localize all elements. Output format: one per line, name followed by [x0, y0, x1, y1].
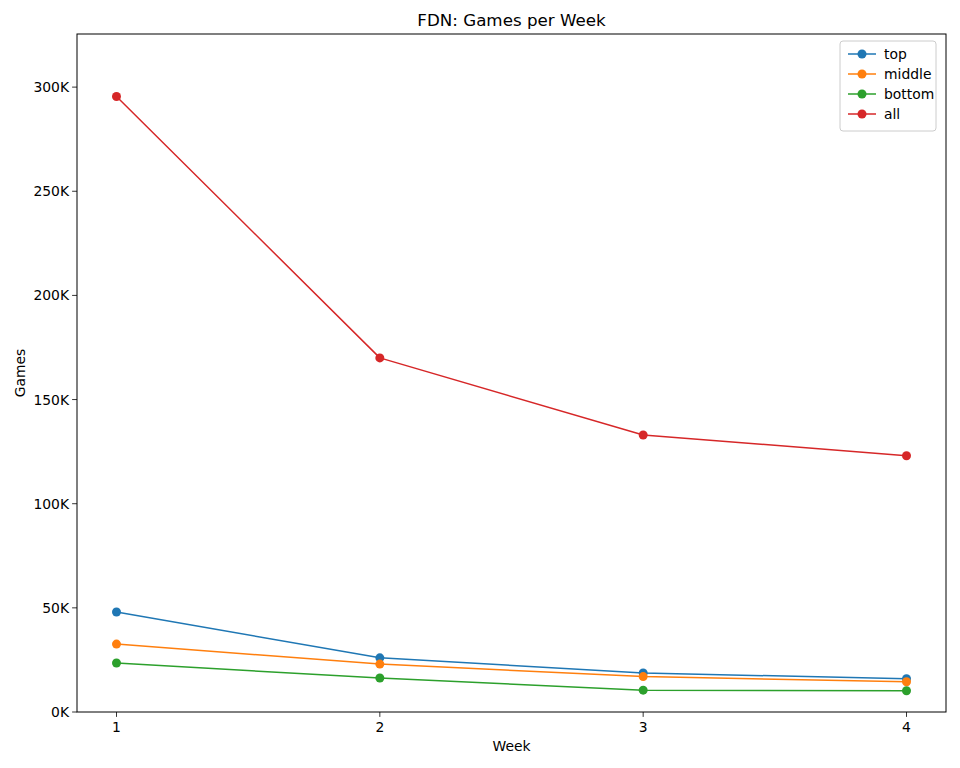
y-tick [72, 87, 77, 88]
y-tick [72, 191, 77, 192]
plot-area [112, 92, 911, 695]
x-tick-label: 4 [902, 719, 911, 735]
y-tick [72, 712, 77, 713]
series-marker [375, 353, 384, 362]
y-tick-label: 100K [33, 496, 70, 512]
series-marker [112, 640, 121, 649]
legend-marker [858, 110, 867, 119]
background [0, 0, 960, 768]
series-marker [112, 659, 121, 668]
x-tick [379, 712, 380, 717]
x-tick [116, 712, 117, 717]
x-tick [906, 712, 907, 717]
chart-container: 1 2 3 4 0K 50K 100K 150K 200K 250K 300K FDN: Games … [0, 0, 960, 768]
legend-marker [858, 50, 867, 59]
series-line [117, 96, 907, 455]
series-marker [375, 660, 384, 669]
x-axis-label: Week [492, 738, 530, 754]
series-marker [902, 451, 911, 460]
y-tick-label: 300K [33, 79, 70, 95]
series-marker [112, 608, 121, 617]
legend-label: middle [884, 66, 931, 82]
legend-frame [840, 41, 936, 131]
y-tick-label: 250K [33, 183, 70, 199]
series-line [117, 644, 907, 682]
legend-marker [858, 70, 867, 79]
series-marker [639, 430, 648, 439]
legend-label: top [884, 46, 907, 62]
y-tick-label: 200K [33, 287, 70, 303]
series-marker [639, 672, 648, 681]
chart-svg: 1 2 3 4 0K 50K 100K 150K 200K 250K 300K FDN: Games … [0, 0, 960, 768]
legend-label: bottom [884, 86, 934, 102]
y-tick [72, 295, 77, 296]
x-tick-label: 3 [639, 719, 648, 735]
y-tick [72, 399, 77, 400]
x-tick-label: 2 [375, 719, 384, 735]
legend-marker [858, 90, 867, 99]
series-marker [902, 686, 911, 695]
y-tick-label: 50K [42, 600, 70, 616]
x-tick-label: 1 [112, 719, 121, 735]
y-tick-label: 150K [33, 392, 70, 408]
y-tick-label: 0K [51, 704, 70, 720]
y-tick [72, 607, 77, 608]
x-tick [643, 712, 644, 717]
legend-label: all [884, 106, 900, 122]
y-axis-label: Games [12, 349, 28, 398]
series-marker [112, 92, 121, 101]
chart-title: FDN: Games per Week [417, 10, 606, 30]
series-line [117, 612, 907, 679]
series-line [117, 663, 907, 691]
series-marker [902, 677, 911, 686]
legend: top middle bottom all [840, 41, 936, 131]
series-marker [375, 674, 384, 683]
y-tick [72, 503, 77, 504]
series-marker [639, 686, 648, 695]
plot-frame [77, 34, 946, 712]
